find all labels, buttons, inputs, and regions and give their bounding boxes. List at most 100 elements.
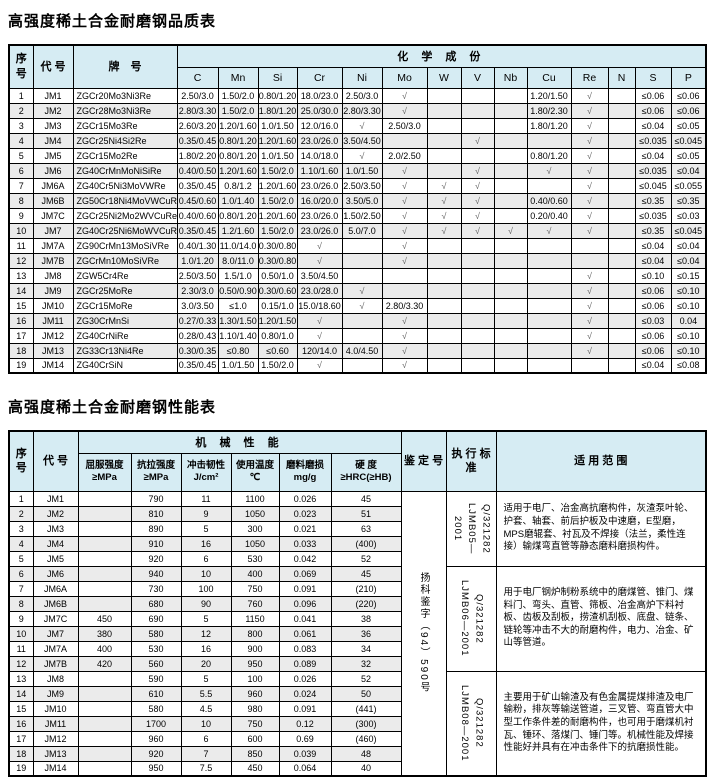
mech-value-cell: 0.033 [278,535,332,552]
mech-value-cell [77,520,132,537]
chem-value-cell [607,117,636,134]
mech-value-cell: 52 [330,670,402,687]
seq-cell: 19 [8,760,34,777]
chem-value-cell [341,312,383,329]
mech-col-header: 冲击韧性 J/cm² [180,452,232,492]
chem-value-cell [526,237,572,254]
chem-value-cell: √ [460,162,495,179]
identification-cell: 扬科鉴字（94）590号 [400,490,447,777]
seq-cell: 3 [8,117,34,134]
code-cell: JM7 [32,625,79,642]
seq-col-header: 序 号 [8,44,34,89]
mechanical-properties-group-header: 机 械 性 能 [77,430,402,454]
mech-value-cell [77,760,132,777]
code-cell: JM6A [32,580,79,597]
chem-value-cell [460,282,495,299]
code-cell: JM10 [32,297,74,314]
mech-value-cell: 950 [130,760,182,777]
mech-value-cell: 730 [130,580,182,597]
chem-value-cell [460,147,495,164]
chem-value-cell [607,222,636,239]
quality-header-row-elements: C Mn Si Cr Ni Mo W V Nb Cu Re N S P [9,66,707,89]
quality-header-row-top: 序 号 代 号 牌 号 化 学 成 份 [8,44,707,89]
mech-value-cell: 910 [130,535,182,552]
mech-value-cell: 0.091 [278,700,332,717]
code-col-header: 代 号 [32,430,79,492]
chem-value-cell: ≤0.045 [634,177,672,194]
chem-value-cell: 1.0/1.40 [217,192,259,209]
code-cell: JM8 [32,670,79,687]
chem-value-cell: ≤0.03 [634,312,672,329]
seq-cell: 10 [8,222,34,239]
chem-value-cell: 1.20/1.60 [217,117,259,134]
element-col-header: N [607,66,636,89]
chem-value-cell [607,357,636,374]
chem-value-cell: √ [296,312,343,329]
mech-value-cell: 7.5 [180,760,232,777]
chem-value-cell: 0.30/0.80 [257,252,298,269]
chem-value-cell: √ [296,357,343,374]
chem-value-cell: 1.80/1.20 [257,102,298,119]
mech-value-cell [77,670,132,687]
chem-value-cell: 23.0/26.0 [296,132,343,149]
mech-value-cell: 0.041 [278,610,332,627]
chem-value-cell: 120/14.0 [296,342,343,359]
chem-value-cell [381,132,428,149]
mech-value-cell: 50 [330,685,402,702]
seq-cell: 12 [8,655,34,672]
chem-value-cell: 23.0/26.0 [296,222,343,239]
chem-value-cell [381,282,428,299]
chem-value-cell: √ [296,327,343,344]
element-col-header: S [634,66,672,89]
document-page: 高强度稀土合金耐磨钢品质表 序 号 代 号 牌 号 化 学 成 份 C Mn Si C… [8,10,708,777]
mech-value-cell: 0.023 [278,505,332,522]
chem-value-cell: 11.0/14.0 [217,237,259,254]
chem-value-cell [493,267,528,284]
performance-table-row: 1 JM1 790 11 1100 0.026 45 扬科鉴字（94）590号 Q/321282… [8,490,707,777]
performance-table-body: 1 JM1 790 11 1100 0.026 45 扬科鉴字（94）590号 Q/321282… [8,490,707,777]
chem-value-cell [493,252,528,269]
grade-cell: ZGCr20Mo3Ni3Re [72,87,178,104]
chem-value-cell [493,117,528,134]
performance-table-row: 13 JM8 590 5 100 0.026 52 Q/321282 LJMB08—2001 主… [8,670,707,777]
mech-value-cell: 0.021 [278,520,332,537]
mech-value-cell [77,700,132,717]
mech-value-cell: (460) [330,730,402,747]
chem-value-cell: 1.20/1.60 [257,132,298,149]
chem-value-cell: ≤0.35 [670,192,707,209]
chem-value-cell: 0.80/1.20 [217,207,259,224]
quality-table-row: 7 JM6A ZG40Cr5Ni3MoVWRe 0.35/0.45 0.8/1.2 1.2… [8,177,707,194]
code-cell: JM7C [32,207,74,224]
chem-value-cell: 2.50/3.50 [341,177,383,194]
chem-value-cell [607,102,636,119]
chem-value-cell: 0.30/0.80 [257,237,298,254]
mech-value-cell: 45 [330,565,402,582]
seq-cell: 13 [8,267,34,284]
chem-value-cell [526,252,572,269]
chem-value-cell: √ [570,162,609,179]
element-col-header: W [426,66,462,89]
mech-value-cell: 760 [230,595,280,612]
quality-table: 序 号 代 号 牌 号 化 学 成 份 C Mn Si Cr Ni Mo W V Nb Cu Re N… [8,44,708,374]
chem-value-cell: 1.50/2.0 [257,192,298,209]
code-cell: JM4 [32,535,79,552]
chem-value-cell: √ [381,177,428,194]
chem-value-cell [607,267,636,284]
chem-value-cell: ≤0.04 [634,147,672,164]
seq-cell: 7 [8,580,34,597]
mech-value-cell: 0.091 [278,580,332,597]
chem-value-cell: 0.8/1.2 [217,177,259,194]
chem-value-cell: √ [570,342,609,359]
chem-value-cell [460,252,495,269]
standard-cell: Q/321282 LJMB05—2001 [445,490,497,567]
chem-value-cell [341,237,383,254]
chem-value-cell: 1.30/1.50 [217,312,259,329]
chem-value-cell: ≤0.035 [634,132,672,149]
chem-value-cell: √ [381,87,428,104]
chem-value-cell: √ [381,357,428,374]
scope-cell: 用于电厂钢炉制粉系统中的磨煤管、锥门、煤料门、弯头、直管、筛板、冶金高炉下料衬板… [495,565,707,672]
element-col-header: Cu [526,66,572,89]
chem-value-cell [570,252,609,269]
performance-header-row-sub: 屈服强度 ≥MPa 抗拉强度 ≥MPa 冲击韧性 J/cm² 使用温度 ℃ 磨料磨损 m… [9,452,706,492]
mech-value-cell: 7 [180,745,232,762]
